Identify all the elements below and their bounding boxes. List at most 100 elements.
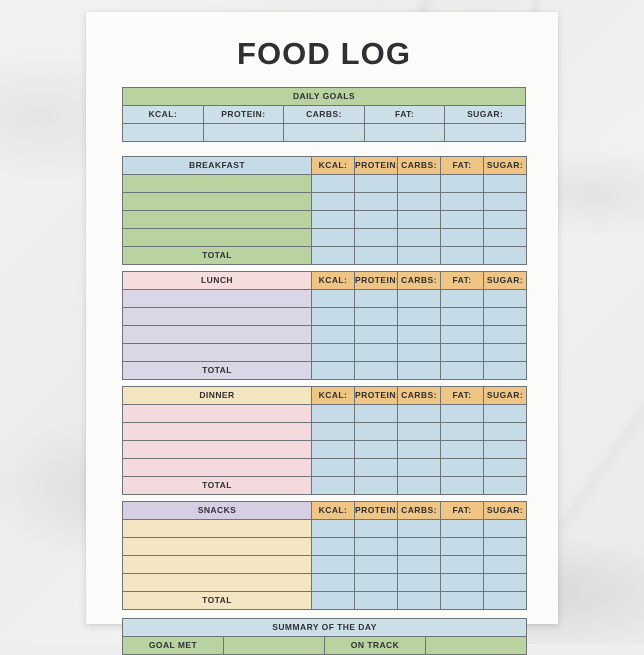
value-input-breakfast-1-4[interactable] — [483, 191, 527, 211]
value-input-breakfast-3-0[interactable] — [311, 227, 355, 247]
total-input-lunch-3[interactable] — [440, 360, 484, 380]
value-input-snacks-0-2[interactable] — [397, 518, 441, 538]
daily-goal-input-0[interactable] — [122, 122, 204, 142]
total-input-breakfast-3[interactable] — [440, 245, 484, 265]
food-name-input-lunch-0[interactable] — [122, 288, 312, 308]
value-input-breakfast-0-3[interactable] — [440, 173, 484, 193]
daily-goal-input-2[interactable] — [283, 122, 365, 142]
total-input-dinner-1[interactable] — [354, 475, 398, 495]
summary-input-1[interactable] — [424, 635, 528, 655]
total-input-breakfast-4[interactable] — [483, 245, 527, 265]
food-name-input-snacks-0[interactable] — [122, 518, 312, 538]
value-input-snacks-0-1[interactable] — [354, 518, 398, 538]
value-input-snacks-3-1[interactable] — [354, 572, 398, 592]
food-name-input-breakfast-1[interactable] — [122, 191, 312, 211]
value-input-lunch-0-0[interactable] — [311, 288, 355, 308]
value-input-lunch-1-1[interactable] — [354, 306, 398, 326]
value-input-lunch-2-1[interactable] — [354, 324, 398, 344]
value-input-dinner-0-4[interactable] — [483, 403, 527, 423]
value-input-lunch-3-4[interactable] — [483, 342, 527, 362]
value-input-breakfast-0-2[interactable] — [397, 173, 441, 193]
value-input-dinner-3-2[interactable] — [397, 457, 441, 477]
food-name-input-lunch-1[interactable] — [122, 306, 312, 326]
total-input-snacks-0[interactable] — [311, 590, 355, 610]
food-name-input-breakfast-0[interactable] — [122, 173, 312, 193]
food-name-input-lunch-3[interactable] — [122, 342, 312, 362]
value-input-dinner-1-3[interactable] — [440, 421, 484, 441]
total-input-dinner-3[interactable] — [440, 475, 484, 495]
value-input-breakfast-0-0[interactable] — [311, 173, 355, 193]
food-name-input-dinner-0[interactable] — [122, 403, 312, 423]
value-input-breakfast-2-4[interactable] — [483, 209, 527, 229]
value-input-lunch-1-0[interactable] — [311, 306, 355, 326]
total-input-lunch-1[interactable] — [354, 360, 398, 380]
value-input-breakfast-3-4[interactable] — [483, 227, 527, 247]
total-input-lunch-0[interactable] — [311, 360, 355, 380]
value-input-dinner-3-1[interactable] — [354, 457, 398, 477]
value-input-dinner-1-4[interactable] — [483, 421, 527, 441]
value-input-dinner-2-4[interactable] — [483, 439, 527, 459]
value-input-breakfast-3-1[interactable] — [354, 227, 398, 247]
value-input-dinner-2-2[interactable] — [397, 439, 441, 459]
value-input-snacks-1-1[interactable] — [354, 536, 398, 556]
value-input-lunch-2-4[interactable] — [483, 324, 527, 344]
value-input-breakfast-2-2[interactable] — [397, 209, 441, 229]
value-input-breakfast-3-3[interactable] — [440, 227, 484, 247]
value-input-dinner-3-4[interactable] — [483, 457, 527, 477]
value-input-dinner-2-3[interactable] — [440, 439, 484, 459]
value-input-breakfast-1-3[interactable] — [440, 191, 484, 211]
value-input-breakfast-1-1[interactable] — [354, 191, 398, 211]
value-input-lunch-2-3[interactable] — [440, 324, 484, 344]
value-input-lunch-0-4[interactable] — [483, 288, 527, 308]
daily-goal-input-3[interactable] — [363, 122, 446, 142]
total-input-breakfast-1[interactable] — [354, 245, 398, 265]
value-input-breakfast-1-2[interactable] — [397, 191, 441, 211]
summary-input-0[interactable] — [223, 635, 325, 655]
value-input-snacks-3-3[interactable] — [440, 572, 484, 592]
value-input-snacks-3-4[interactable] — [483, 572, 527, 592]
food-name-input-snacks-3[interactable] — [122, 572, 312, 592]
value-input-breakfast-3-2[interactable] — [397, 227, 441, 247]
food-name-input-dinner-3[interactable] — [122, 457, 312, 477]
value-input-lunch-0-1[interactable] — [354, 288, 398, 308]
total-input-breakfast-2[interactable] — [397, 245, 441, 265]
value-input-dinner-0-0[interactable] — [311, 403, 355, 423]
value-input-lunch-1-2[interactable] — [397, 306, 441, 326]
value-input-snacks-3-0[interactable] — [311, 572, 355, 592]
total-input-breakfast-0[interactable] — [311, 245, 355, 265]
value-input-breakfast-2-1[interactable] — [354, 209, 398, 229]
value-input-breakfast-2-3[interactable] — [440, 209, 484, 229]
value-input-lunch-0-3[interactable] — [440, 288, 484, 308]
total-input-snacks-4[interactable] — [483, 590, 527, 610]
value-input-lunch-3-3[interactable] — [440, 342, 484, 362]
value-input-breakfast-1-0[interactable] — [311, 191, 355, 211]
value-input-dinner-0-1[interactable] — [354, 403, 398, 423]
value-input-lunch-1-4[interactable] — [483, 306, 527, 326]
value-input-lunch-1-3[interactable] — [440, 306, 484, 326]
value-input-snacks-1-2[interactable] — [397, 536, 441, 556]
total-input-lunch-4[interactable] — [483, 360, 527, 380]
value-input-dinner-0-2[interactable] — [397, 403, 441, 423]
value-input-dinner-3-3[interactable] — [440, 457, 484, 477]
value-input-dinner-1-2[interactable] — [397, 421, 441, 441]
food-name-input-breakfast-3[interactable] — [122, 227, 312, 247]
food-name-input-dinner-2[interactable] — [122, 439, 312, 459]
value-input-breakfast-0-4[interactable] — [483, 173, 527, 193]
value-input-snacks-2-2[interactable] — [397, 554, 441, 574]
total-input-dinner-4[interactable] — [483, 475, 527, 495]
value-input-snacks-1-3[interactable] — [440, 536, 484, 556]
value-input-lunch-3-1[interactable] — [354, 342, 398, 362]
food-name-input-lunch-2[interactable] — [122, 324, 312, 344]
value-input-dinner-1-1[interactable] — [354, 421, 398, 441]
value-input-snacks-3-2[interactable] — [397, 572, 441, 592]
total-input-snacks-2[interactable] — [397, 590, 441, 610]
value-input-lunch-2-0[interactable] — [311, 324, 355, 344]
value-input-lunch-3-2[interactable] — [397, 342, 441, 362]
value-input-dinner-3-0[interactable] — [311, 457, 355, 477]
value-input-snacks-0-4[interactable] — [483, 518, 527, 538]
value-input-dinner-2-0[interactable] — [311, 439, 355, 459]
total-input-lunch-2[interactable] — [397, 360, 441, 380]
value-input-dinner-1-0[interactable] — [311, 421, 355, 441]
value-input-lunch-3-0[interactable] — [311, 342, 355, 362]
value-input-snacks-0-3[interactable] — [440, 518, 484, 538]
